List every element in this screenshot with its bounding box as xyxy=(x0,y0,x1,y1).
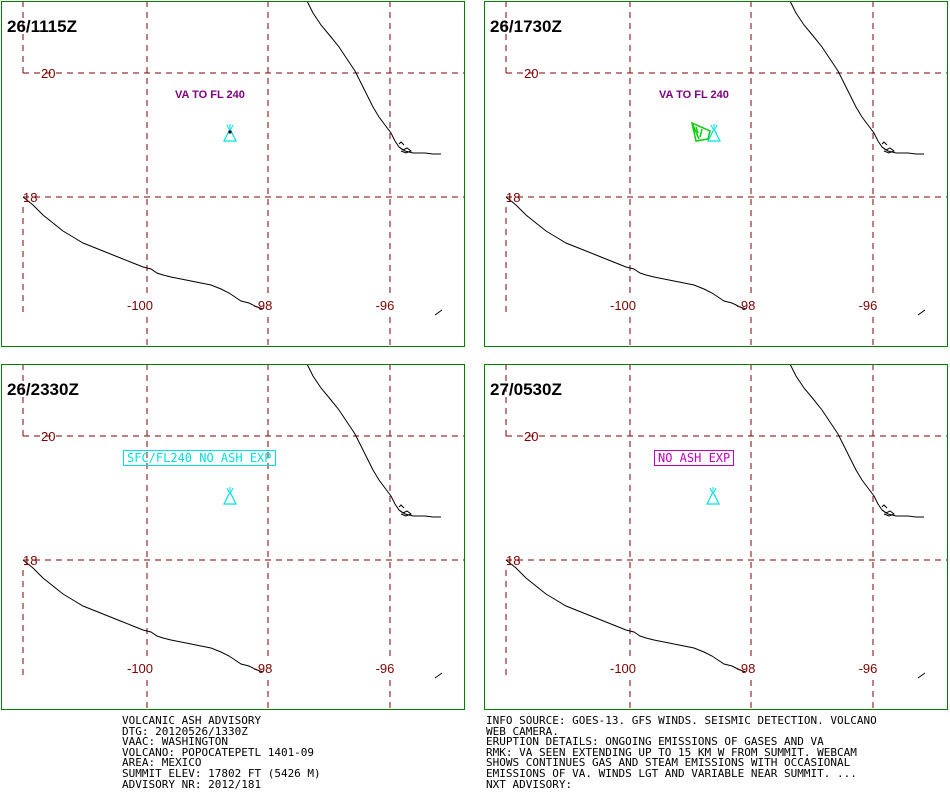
coastline-corner xyxy=(917,672,926,679)
volcano-triangle-icon xyxy=(707,124,721,142)
volcano-triangle-icon xyxy=(223,124,237,142)
coastline-detail xyxy=(881,504,888,509)
coastline-corner xyxy=(434,309,443,316)
advisory-line: WEB CAMERA. xyxy=(486,724,559,738)
volcano-triangle-shape xyxy=(223,490,237,505)
advisory-line: SHOWS CONTINUES GAS AND STEAM EMISSIONS … xyxy=(486,756,851,770)
lat-label-20: 20 xyxy=(41,66,55,81)
coastline-pacific xyxy=(505,196,747,310)
lat-label-18: 18 xyxy=(506,190,520,205)
advisory-line: DTG: 20120526/1330Z xyxy=(122,724,248,738)
lon-label-96: -96 xyxy=(376,661,395,676)
lon-label-100: -100 xyxy=(610,661,636,676)
lat-label-20: 20 xyxy=(41,429,55,444)
map-canvas: 20 18 -100 -98 -96 xyxy=(484,1,948,347)
advisory-line: ERUPTION DETAILS: ONGOING EMISSIONS OF G… xyxy=(486,735,824,749)
coastline-detail xyxy=(881,141,888,146)
advisory-details-block: INFO SOURCE: GOES-13. GFS WINDS. SEISMIC… xyxy=(486,714,877,791)
ash-annotation: NO ASH EXP xyxy=(654,450,735,466)
coastline-gulf xyxy=(789,364,924,518)
lon-label-100: -100 xyxy=(610,298,636,313)
panel-frame xyxy=(1,1,465,347)
coastline-bay xyxy=(881,509,896,517)
map-panel-4: 20 18 -100 -98 -96 NO ASH EXP 27/0530Z xyxy=(484,364,948,710)
map-panel-2: 20 18 -100 -98 -96 VA TO FL 240 26/1730Z xyxy=(484,1,948,347)
lon-label-98: -98 xyxy=(737,661,756,676)
advisory-line: AREA: MEXICO xyxy=(122,756,202,770)
ash-annotation: VA TO FL 240 xyxy=(175,89,245,101)
map-canvas: 20 18 -100 -98 -96 xyxy=(1,364,465,710)
coastline-bay xyxy=(398,509,413,517)
lon-label-96: -96 xyxy=(859,661,878,676)
forecast-time-label: 26/2330Z xyxy=(7,380,79,399)
lat-label-18: 18 xyxy=(23,190,37,205)
advisory-line: EMISSIONS OF VA. WINDS LGT AND VARIABLE … xyxy=(486,766,857,780)
lat-label-18: 18 xyxy=(23,553,37,568)
forecast-time-label: 26/1730Z xyxy=(490,17,562,36)
volcano-plume-marks xyxy=(710,124,718,130)
lon-label-100: -100 xyxy=(127,298,153,313)
panel-frame xyxy=(484,1,948,347)
coastline-gulf xyxy=(789,1,924,155)
lon-label-98: -98 xyxy=(254,661,273,676)
advisory-line: SUMMIT ELEV: 17802 FT (5426 M) xyxy=(122,766,321,780)
forecast-time-label: 26/1115Z xyxy=(7,17,77,36)
coastline-pacific xyxy=(505,559,747,673)
volcano-triangle-shape xyxy=(706,490,720,505)
coastline-corner xyxy=(434,672,443,679)
lon-label-96: -96 xyxy=(376,298,395,313)
lat-label-20: 20 xyxy=(524,66,538,81)
advisory-line: RMK: VA SEEN EXTENDING UP TO 15 KM W FRO… xyxy=(486,745,857,759)
panel-frame xyxy=(484,364,948,710)
ash-annotation: VA TO FL 240 xyxy=(659,89,729,101)
coastline-detail xyxy=(398,141,405,146)
coastline-gulf xyxy=(306,364,441,518)
ash-cloud-polygon xyxy=(690,121,711,142)
volcano-plume-marks xyxy=(226,124,234,130)
volcano-triangle-icon xyxy=(223,487,237,505)
lon-label-100: -100 xyxy=(127,661,153,676)
lon-label-98: -98 xyxy=(254,298,273,313)
advisory-header-block: VOLCANIC ASH ADVISORY DTG: 20120526/1330Z… xyxy=(122,714,321,791)
coastline-pacific xyxy=(22,196,264,310)
panel-frame xyxy=(1,364,465,710)
advisory-line: VOLCANO: POPOCATEPETL 1401-09 xyxy=(122,745,315,759)
map-panel-1: 20 18 -100 -98 -96 VA TO FL 240 26/1115Z xyxy=(1,1,465,347)
advisory-line: VAAC: WASHINGTON xyxy=(122,735,228,749)
volcano-plume-marks xyxy=(226,487,234,493)
ash-annotation: SFC/FL240 NO ASH EXP xyxy=(123,450,276,466)
volcano-plume-marks xyxy=(709,487,717,493)
lat-label-20: 20 xyxy=(524,429,538,444)
coastline-pacific xyxy=(22,559,264,673)
lon-label-96: -96 xyxy=(859,298,878,313)
coastline-corner xyxy=(917,309,926,316)
advisory-line: NXT ADVISORY: xyxy=(486,777,573,791)
volcano-triangle-shape xyxy=(223,127,237,142)
volcano-triangle-icon xyxy=(706,487,720,505)
map-canvas: 20 18 -100 -98 -96 xyxy=(484,364,948,710)
advisory-line: VOLCANIC ASH ADVISORY xyxy=(122,714,262,727)
map-canvas: 20 18 -100 -98 -96 xyxy=(1,1,465,347)
advisory-line: INFO SOURCE: GOES-13. GFS WINDS. SEISMIC… xyxy=(486,714,877,727)
coastline-bay xyxy=(881,146,896,154)
volcano-summit-dot xyxy=(228,130,232,134)
coastline-detail xyxy=(398,504,405,509)
coastline-bay xyxy=(398,146,413,154)
advisory-line: ADVISORY NR: 2012/181 xyxy=(122,777,262,791)
lon-label-98: -98 xyxy=(737,298,756,313)
lat-label-18: 18 xyxy=(506,553,520,568)
map-panel-3: 20 18 -100 -98 -96 SFC/FL240 NO ASH EXP 26/233… xyxy=(1,364,465,710)
volcano-triangle-shape xyxy=(707,127,721,142)
coastline-gulf xyxy=(306,1,441,155)
forecast-time-label: 27/0530Z xyxy=(490,380,562,399)
